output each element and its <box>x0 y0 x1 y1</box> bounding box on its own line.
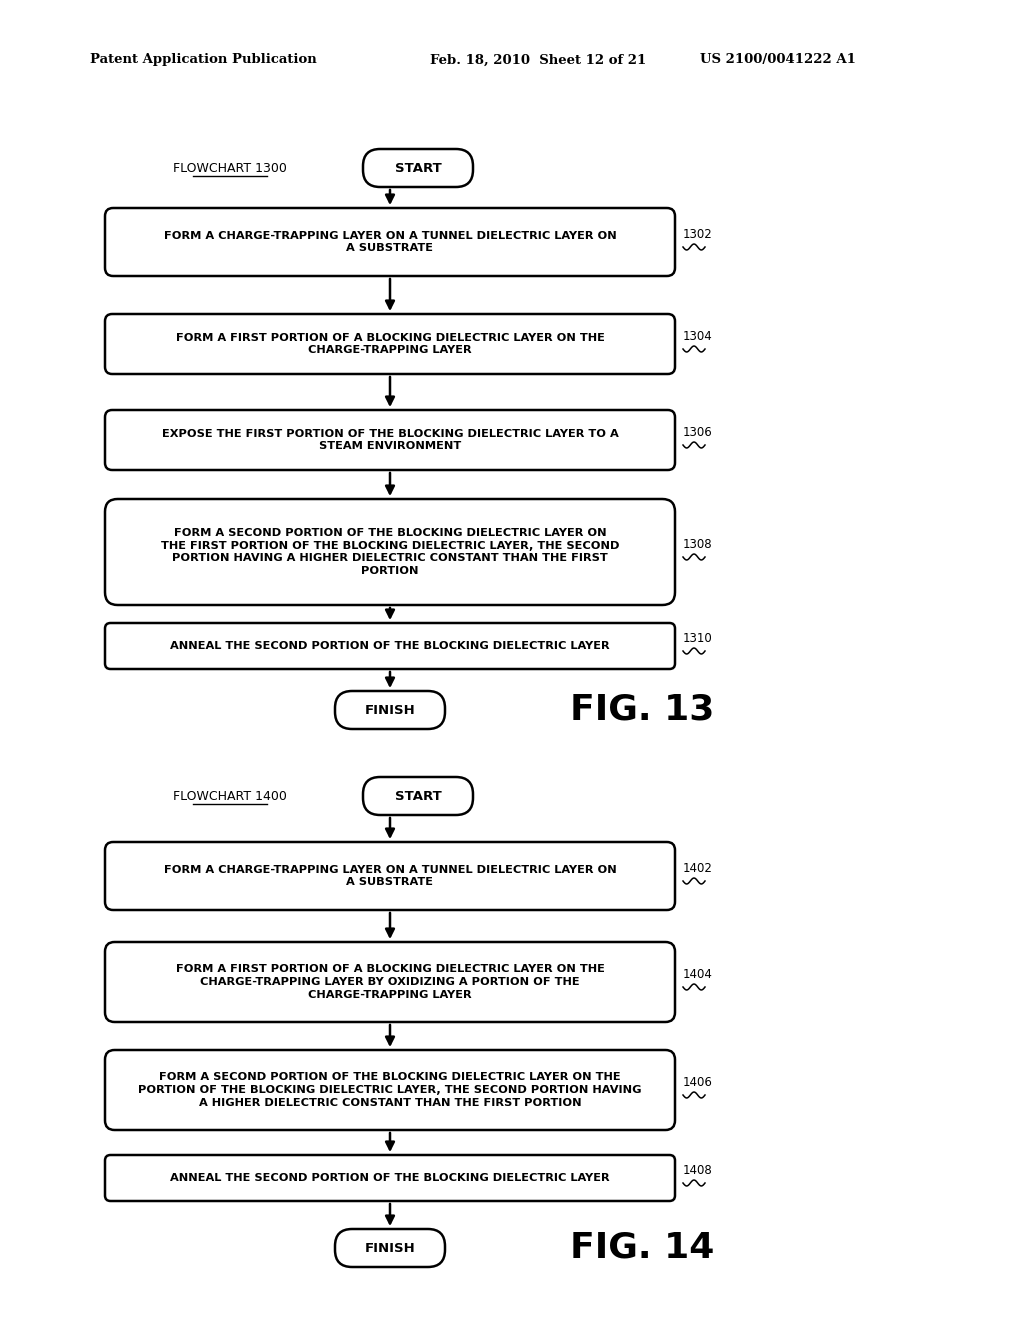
Text: ANNEAL THE SECOND PORTION OF THE BLOCKING DIELECTRIC LAYER: ANNEAL THE SECOND PORTION OF THE BLOCKIN… <box>170 1173 610 1183</box>
FancyBboxPatch shape <box>362 149 473 187</box>
Text: 1404: 1404 <box>683 968 713 981</box>
Text: START: START <box>394 789 441 803</box>
Text: FORM A CHARGE-TRAPPING LAYER ON A TUNNEL DIELECTRIC LAYER ON
A SUBSTRATE: FORM A CHARGE-TRAPPING LAYER ON A TUNNEL… <box>164 865 616 887</box>
Text: FINISH: FINISH <box>365 1242 416 1254</box>
FancyBboxPatch shape <box>105 1155 675 1201</box>
FancyBboxPatch shape <box>335 690 445 729</box>
Text: FORM A SECOND PORTION OF THE BLOCKING DIELECTRIC LAYER ON
THE FIRST PORTION OF T: FORM A SECOND PORTION OF THE BLOCKING DI… <box>161 528 620 577</box>
Text: FORM A FIRST PORTION OF A BLOCKING DIELECTRIC LAYER ON THE
CHARGE-TRAPPING LAYER: FORM A FIRST PORTION OF A BLOCKING DIELE… <box>175 333 604 355</box>
Text: US 2100/0041222 A1: US 2100/0041222 A1 <box>700 54 856 66</box>
Text: 1310: 1310 <box>683 631 713 644</box>
Text: 1408: 1408 <box>683 1163 713 1176</box>
FancyBboxPatch shape <box>105 314 675 374</box>
FancyBboxPatch shape <box>105 1049 675 1130</box>
FancyBboxPatch shape <box>105 411 675 470</box>
Text: Patent Application Publication: Patent Application Publication <box>90 54 316 66</box>
Text: FORM A CHARGE-TRAPPING LAYER ON A TUNNEL DIELECTRIC LAYER ON
A SUBSTRATE: FORM A CHARGE-TRAPPING LAYER ON A TUNNEL… <box>164 231 616 253</box>
Text: FIG. 13: FIG. 13 <box>570 693 715 727</box>
FancyBboxPatch shape <box>335 1229 445 1267</box>
Text: 1306: 1306 <box>683 425 713 438</box>
Text: 1304: 1304 <box>683 330 713 342</box>
FancyBboxPatch shape <box>105 942 675 1022</box>
FancyBboxPatch shape <box>105 499 675 605</box>
Text: START: START <box>394 161 441 174</box>
Text: Feb. 18, 2010  Sheet 12 of 21: Feb. 18, 2010 Sheet 12 of 21 <box>430 54 646 66</box>
FancyBboxPatch shape <box>105 623 675 669</box>
Text: FLOWCHART 1400: FLOWCHART 1400 <box>173 789 287 803</box>
FancyBboxPatch shape <box>105 209 675 276</box>
FancyBboxPatch shape <box>362 777 473 814</box>
FancyBboxPatch shape <box>105 842 675 909</box>
Text: 1406: 1406 <box>683 1076 713 1089</box>
Text: FIG. 14: FIG. 14 <box>570 1232 715 1265</box>
Text: 1402: 1402 <box>683 862 713 874</box>
Text: FORM A SECOND PORTION OF THE BLOCKING DIELECTRIC LAYER ON THE
PORTION OF THE BLO: FORM A SECOND PORTION OF THE BLOCKING DI… <box>138 1072 642 1107</box>
Text: FLOWCHART 1300: FLOWCHART 1300 <box>173 161 287 174</box>
Text: ANNEAL THE SECOND PORTION OF THE BLOCKING DIELECTRIC LAYER: ANNEAL THE SECOND PORTION OF THE BLOCKIN… <box>170 642 610 651</box>
Text: 1302: 1302 <box>683 227 713 240</box>
Text: EXPOSE THE FIRST PORTION OF THE BLOCKING DIELECTRIC LAYER TO A
STEAM ENVIRONMENT: EXPOSE THE FIRST PORTION OF THE BLOCKING… <box>162 429 618 451</box>
Text: 1308: 1308 <box>683 537 713 550</box>
Text: FORM A FIRST PORTION OF A BLOCKING DIELECTRIC LAYER ON THE
CHARGE-TRAPPING LAYER: FORM A FIRST PORTION OF A BLOCKING DIELE… <box>175 964 604 999</box>
Text: FINISH: FINISH <box>365 704 416 717</box>
